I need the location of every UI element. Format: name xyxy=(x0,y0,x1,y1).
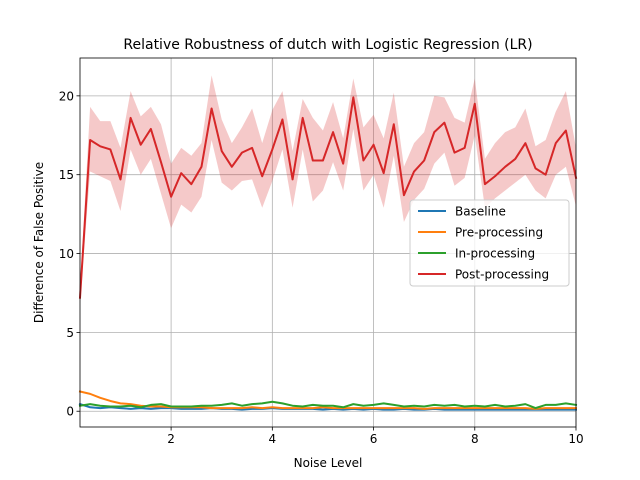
axis-ticks: 2 4 6 8 10 0 5 10 15 20 xyxy=(59,89,584,446)
legend-label: In-processing xyxy=(455,247,535,261)
y-tick-label: 15 xyxy=(59,168,74,182)
chart-title: Relative Robustness of dutch with Logist… xyxy=(123,37,532,53)
grid xyxy=(80,58,577,427)
x-tick-label: 10 xyxy=(568,432,583,446)
legend-label: Baseline xyxy=(455,205,506,219)
x-axis-label: Noise Level xyxy=(294,456,363,470)
y-tick-label: 10 xyxy=(59,247,74,261)
y-axis-label: Difference of False Positive xyxy=(32,162,46,323)
x-tick-label: 2 xyxy=(167,432,175,446)
x-tick-label: 8 xyxy=(471,432,479,446)
series-line xyxy=(78,402,577,411)
y-tick-label: 5 xyxy=(66,326,74,340)
y-tick-label: 0 xyxy=(66,405,74,419)
legend: Baseline Pre-processing In-processing Post-… xyxy=(409,199,570,287)
x-tick-label: 4 xyxy=(269,432,277,446)
legend-box xyxy=(409,199,570,287)
plot-frame xyxy=(79,57,577,428)
series-band xyxy=(80,75,576,304)
x-tick-label: 6 xyxy=(370,432,378,446)
series-line xyxy=(78,96,578,299)
y-tick-label: 20 xyxy=(59,89,74,103)
series-line xyxy=(78,400,578,410)
series-line xyxy=(78,390,577,410)
confidence-bands xyxy=(80,75,576,304)
legend-label: Post-processing xyxy=(455,268,549,282)
legend-label: Pre-processing xyxy=(455,226,543,240)
series-lines xyxy=(78,96,578,411)
